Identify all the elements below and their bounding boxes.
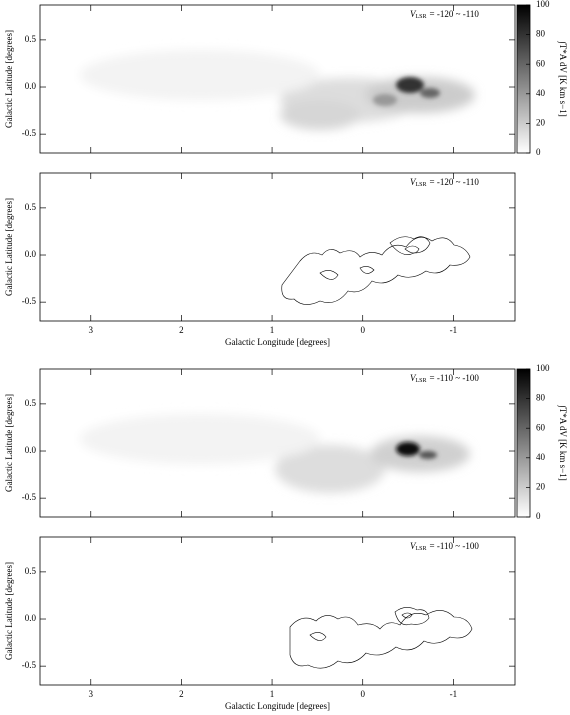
x-axis-title: Galactic Longitude [degrees] <box>225 337 330 347</box>
x-tick-label: -1 <box>450 325 458 335</box>
annotation-text: = -110 ~ -100 <box>430 373 480 383</box>
annotation-subscript: LSR <box>416 546 427 552</box>
contour-lines <box>289 607 473 669</box>
annotation: VLSR = -120 ~ -110 <box>410 177 479 188</box>
x-tick-label: 3 <box>89 325 94 335</box>
x-tick-label: 1 <box>270 325 275 335</box>
emission-image <box>80 50 475 130</box>
colorbar-tick-label: 20 <box>536 117 546 127</box>
x-tick-label: 2 <box>179 325 184 335</box>
annotation-text: = -120 ~ -110 <box>430 9 480 19</box>
x-tick-label: -1 <box>450 689 458 699</box>
annotation-symbol: V <box>410 373 417 383</box>
plot-frame <box>39 4 516 154</box>
x-axis-title: Galactic Longitude [degrees] <box>225 701 330 711</box>
colorbar-tick-label: 60 <box>536 422 546 432</box>
annotation-text: = -120 ~ -110 <box>430 177 480 187</box>
annotation-symbol: V <box>410 177 417 187</box>
plot-frame <box>39 172 516 322</box>
y-axis-title: Galactic Latitude [degrees] <box>4 394 14 492</box>
y-tick-label: -0.5 <box>22 128 37 138</box>
y-tick-label: 0.5 <box>25 34 37 44</box>
y-tick-label: -0.5 <box>22 492 37 502</box>
colorbar-tick-label: 80 <box>536 393 546 403</box>
x-tick-label: 0 <box>360 689 365 699</box>
colorbar-tick-label: 20 <box>536 481 546 491</box>
colorbar-tick-label: 100 <box>536 0 550 9</box>
annotation-subscript: LSR <box>416 378 427 384</box>
x-tick-label: 1 <box>270 689 275 699</box>
annotation: VLSR = -110 ~ -100 <box>410 541 479 552</box>
y-tick-label: 0.5 <box>25 566 37 576</box>
x-tick-label: 3 <box>89 689 94 699</box>
colorbar <box>516 368 531 518</box>
colorbar-tick-label: 40 <box>536 88 546 98</box>
y-axis-title: Galactic Latitude [degrees] <box>4 562 14 660</box>
y-axis-title: Galactic Latitude [degrees] <box>4 30 14 128</box>
y-tick-label: -0.5 <box>22 660 37 670</box>
y-tick-label: 0.5 <box>25 202 37 212</box>
annotation-symbol: V <box>410 9 417 19</box>
x-tick-label: 2 <box>179 689 184 699</box>
colorbar-tick-label: 60 <box>536 58 546 68</box>
annotation-text: = -110 ~ -100 <box>430 541 480 551</box>
colorbar-tick-label: 0 <box>536 511 541 521</box>
annotation: VLSR = -120 ~ -110 <box>410 9 479 20</box>
colorbar <box>516 4 531 154</box>
contour-lines <box>281 236 471 305</box>
colorbar-tick-label: 80 <box>536 29 546 39</box>
plot-frame <box>39 536 516 686</box>
colorbar-tick-label: 40 <box>536 452 546 462</box>
annotation-subscript: LSR <box>416 182 427 188</box>
x-tick-label: 0 <box>360 325 365 335</box>
y-tick-label: 0.0 <box>25 613 37 623</box>
emission-image <box>80 414 470 493</box>
y-axis-title: Galactic Latitude [degrees] <box>4 198 14 296</box>
colorbar-title: ∫T*A dV [K km s−1] <box>557 40 568 116</box>
annotation-subscript: LSR <box>416 14 427 20</box>
y-tick-label: 0.0 <box>25 81 37 91</box>
colorbar-tick-label: 0 <box>536 147 541 157</box>
annotation: VLSR = -110 ~ -100 <box>410 373 479 384</box>
colorbar-tick-label: 100 <box>536 363 550 373</box>
y-tick-label: 0.0 <box>25 249 37 259</box>
plot-frame <box>39 368 516 518</box>
y-tick-label: -0.5 <box>22 296 37 306</box>
colorbar-title: ∫T*A dV [K km s−1] <box>557 404 568 480</box>
y-tick-label: 0.0 <box>25 445 37 455</box>
annotation-symbol: V <box>410 541 417 551</box>
y-tick-label: 0.5 <box>25 398 37 408</box>
